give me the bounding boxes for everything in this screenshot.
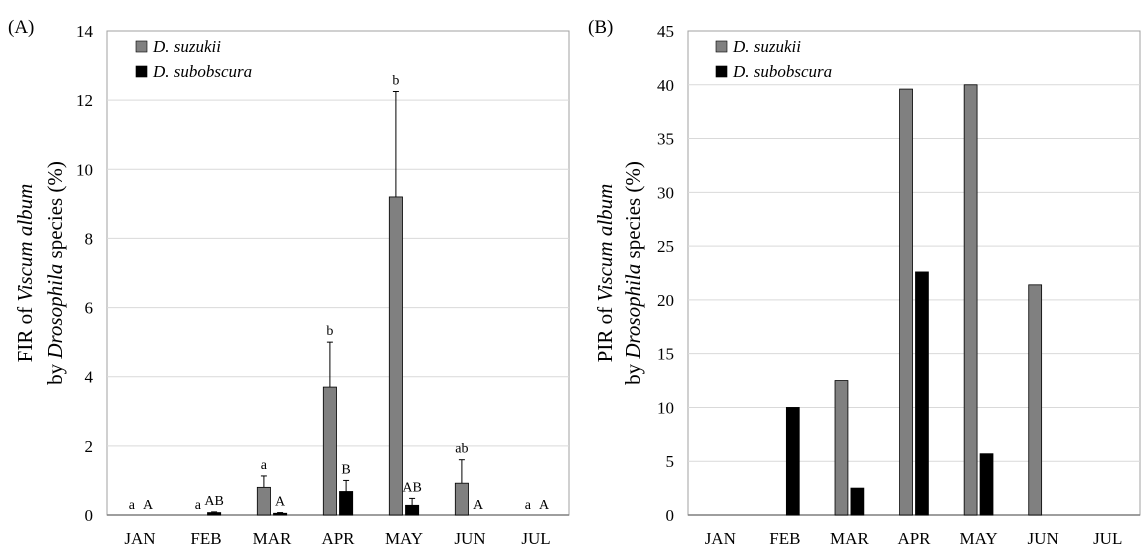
bar-suzukii [322, 386, 337, 516]
y-axis-label-italic: Viscum album [593, 184, 617, 302]
x-tick-label: FEB [190, 529, 221, 548]
y-tick-label: 14 [76, 22, 94, 41]
legend-swatch [715, 65, 728, 78]
y-axis-label-line2: by Drosophila species (%) [621, 161, 645, 385]
bar-suzukii [963, 84, 978, 516]
y-axis-label-text: by [621, 359, 645, 385]
y-tick-label: 0 [85, 506, 94, 525]
bar-suzukii [388, 196, 403, 516]
y-axis-label-italic: Drosophila [43, 264, 67, 360]
x-tick-label: JUL [521, 529, 550, 548]
y-axis-label-italic: Drosophila [621, 264, 645, 360]
y-tick-label: 6 [85, 299, 94, 318]
bar-subobscura [915, 271, 929, 516]
y-tick-label: 4 [85, 368, 94, 387]
y-tick-label: 10 [657, 398, 674, 417]
x-tick-label: FEB [769, 529, 800, 548]
significance-letter: b [326, 324, 333, 339]
significance-letter: AB [204, 494, 223, 509]
significance-letter: AB [402, 480, 421, 495]
x-tick-label: MAY [960, 529, 998, 548]
y-axis-label-text: species (%) [621, 161, 645, 264]
x-tick-label: JAN [124, 529, 155, 548]
y-axis-label-text: FIR of [13, 302, 37, 363]
significance-letter: B [341, 462, 350, 477]
legend: D. suzukii D. subobscura [135, 37, 252, 81]
y-axis-label-text: PIR of [593, 302, 617, 363]
y-axis-label-line2: by Drosophila species (%) [43, 161, 67, 385]
significance-letter: ab [455, 442, 468, 457]
legend-label: D. suzukii [732, 37, 801, 56]
x-tick-label: JUL [1093, 529, 1122, 548]
legend-swatch [135, 40, 148, 53]
significance-letter: a [129, 498, 136, 513]
x-tick-label: JAN [705, 529, 736, 548]
y-tick-label: 40 [657, 76, 674, 95]
bar-subobscura [850, 487, 865, 516]
significance-letter: A [275, 495, 286, 510]
x-tick-label: JUN [454, 529, 485, 548]
y-tick-label: 20 [657, 291, 674, 310]
x-tick-label: JUN [1028, 529, 1059, 548]
x-tick-label: MAY [385, 529, 423, 548]
legend-swatch [715, 40, 728, 53]
y-tick-label: 35 [657, 130, 674, 149]
significance-letter: a [195, 498, 202, 513]
plot-frame [106, 30, 570, 516]
legend-label: D. suzukii [152, 37, 221, 56]
y-tick-label: 10 [76, 160, 93, 179]
y-tick-label: 0 [666, 506, 675, 525]
panel-label: (B) [588, 17, 613, 38]
bar-subobscura [405, 504, 420, 516]
bar-suzukii [1028, 284, 1043, 516]
y-axis-label-line1: FIR of Viscum album [13, 184, 37, 363]
y-axis-label-line1: PIR of Viscum album [593, 184, 617, 363]
y-tick-label: 12 [76, 91, 93, 110]
significance-letter: A [539, 498, 550, 513]
bar-subobscura [979, 453, 994, 516]
legend: D. suzukii D. subobscura [715, 37, 832, 81]
bar-suzukii [834, 380, 849, 516]
y-tick-label: 8 [85, 229, 94, 248]
legend-label: D. subobscura [732, 62, 832, 81]
bar-suzukii [256, 486, 271, 516]
y-axis-label-text: species (%) [43, 161, 67, 264]
significance-letter: a [525, 498, 532, 513]
significance-letter: a [261, 458, 268, 473]
x-tick-label: APR [321, 529, 355, 548]
bar-subobscura [273, 512, 288, 516]
x-tick-label: APR [897, 529, 931, 548]
bar-subobscura [339, 491, 354, 516]
y-tick-label: 45 [657, 22, 674, 41]
chart-panel-b: 0 5 10 15 20 25 30 35 40 45 JAN FEB MAR APR MAY JUN JUL (… [588, 17, 1141, 548]
y-axis-label-text: by [43, 359, 67, 385]
y-axis-label-italic: Viscum album [13, 184, 37, 302]
bar-suzukii [454, 482, 469, 516]
significance-letter: A [473, 498, 484, 513]
y-tick-label: 5 [666, 452, 675, 471]
significance-letter: b [392, 74, 399, 89]
significance-letter: A [143, 498, 154, 513]
x-tick-label: MAR [253, 529, 292, 548]
panel-label: (A) [8, 17, 34, 38]
y-tick-label: 2 [85, 437, 94, 456]
bar-subobscura [785, 407, 800, 516]
y-tick-label: 25 [657, 237, 674, 256]
legend-swatch [135, 65, 148, 78]
y-tick-label: 15 [657, 345, 674, 364]
bar-subobscura [207, 512, 222, 516]
y-tick-label: 30 [657, 183, 674, 202]
plot-frame [687, 30, 1141, 516]
bar-suzukii [899, 88, 913, 516]
legend-label: D. subobscura [152, 62, 252, 81]
x-tick-label: MAR [830, 529, 869, 548]
